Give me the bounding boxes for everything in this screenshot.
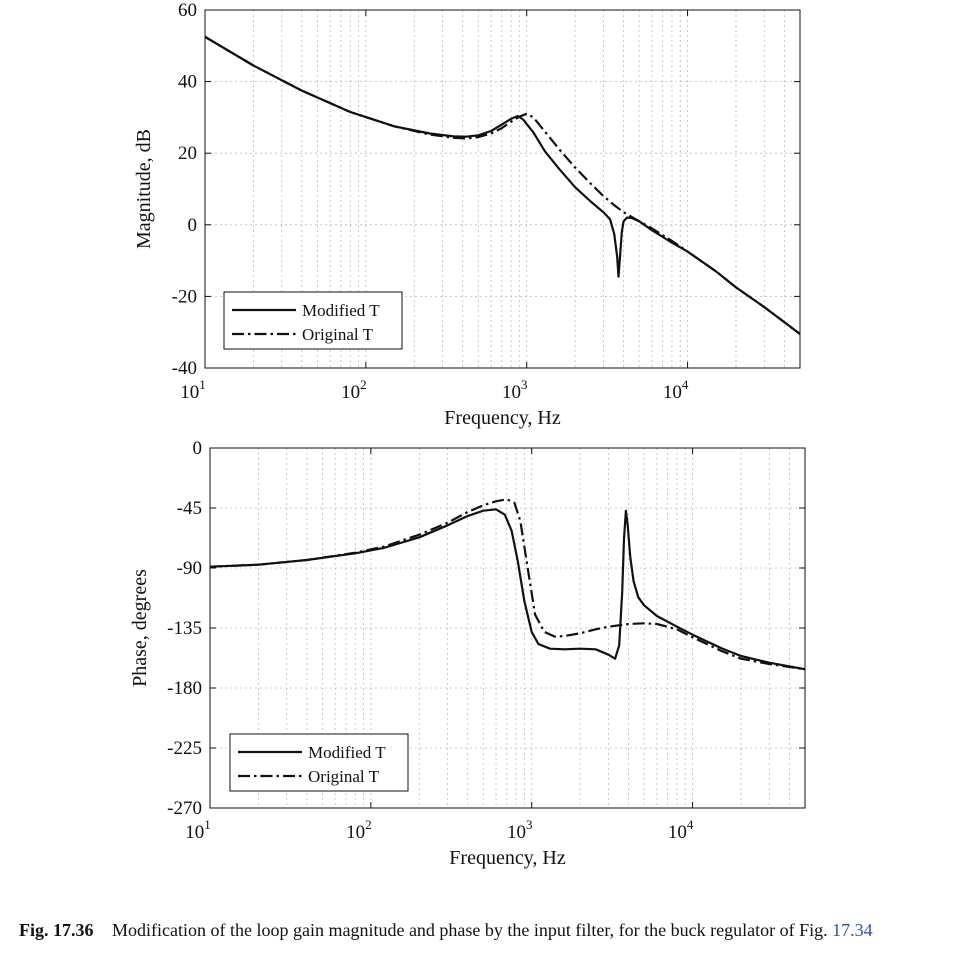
legend-label: Modified T [308,743,386,762]
legend-box [229,733,409,792]
y-axis-label: Phase, degrees [129,569,151,687]
series-line-modified-t [205,35,800,335]
x-tick-label: 104 [663,377,689,403]
y-tick-label: 60 [178,0,197,21]
x-axis-label: Frequency, Hz [449,847,566,869]
y-axis-label: Magnitude, dB [133,129,155,249]
figure-caption: Fig. 17.36 Modification of the loop gain… [19,918,949,943]
grid [210,448,805,808]
x-tick-label: 104 [668,817,694,843]
y-tick-label: -90 [177,558,202,579]
magnitude-plot: -40 -20 0 20 40 60 101 102 103 104 Frequency, Hz Ma… [133,0,801,429]
caption-text: Modification of the loop gain magnitude … [112,920,828,940]
x-tick-label: 101 [180,377,206,403]
legend-box [223,291,403,350]
y-tick-label: 20 [178,143,197,164]
y-tick-label: -135 [167,618,202,639]
caption-figure-link[interactable]: 17.34 [832,920,873,940]
x-tick-label: 103 [502,377,528,403]
phase-plot: -270 -225 -180 -135 -90 -45 0 101 102 103 104 Frequ… [129,438,806,869]
x-tick-label: 102 [341,377,367,403]
y-tick-label: 0 [193,438,203,459]
series-line-original-t [205,35,800,335]
y-tick-label: -225 [167,738,202,759]
y-tick-label: -45 [177,498,202,519]
x-tick-label: 102 [346,817,372,843]
y-tick-label: -180 [167,678,202,699]
figure-number: Fig. 17.36 [19,920,94,940]
y-tick-label: -270 [167,798,202,819]
y-tick-label: 0 [188,215,198,236]
y-tick-label: -20 [172,286,197,307]
y-tick-label: 40 [178,72,197,93]
x-tick-label: 101 [185,817,211,843]
x-axis-label: Frequency, Hz [444,407,561,429]
figure-canvas: -40 -20 0 20 40 60 101 102 103 104 Frequency, Hz Ma… [129,0,806,869]
legend-label: Original T [308,767,380,786]
x-tick-label: 103 [507,817,533,843]
legend: Modified T Original T [223,291,403,350]
grid [205,10,800,368]
legend-label: Modified T [302,301,380,320]
y-tick-label: -40 [172,358,197,379]
legend: Modified T Original T [229,733,409,792]
legend-label: Original T [302,325,374,344]
series-line-modified-t [210,508,805,671]
series-line-original-t [210,498,805,671]
plot-frame [204,9,801,369]
